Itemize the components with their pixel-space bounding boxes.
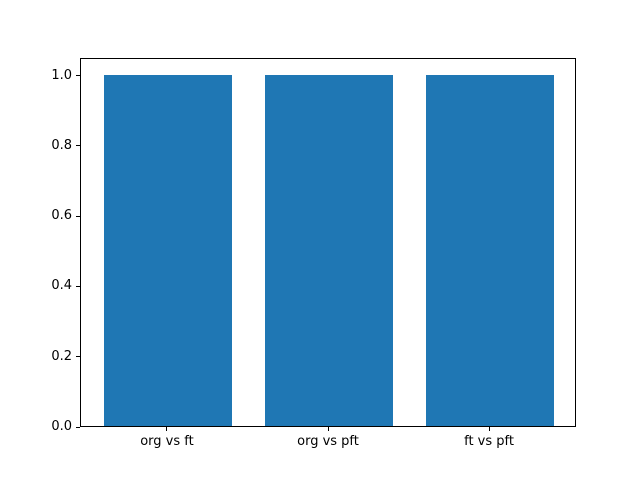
y-tick-label: 1.0 <box>51 67 72 83</box>
y-tick-label: 0.4 <box>51 278 72 294</box>
y-tick-mark <box>76 285 80 287</box>
y-tick-label: 0.0 <box>51 419 72 434</box>
bar-ft-vs-pft <box>425 74 555 426</box>
x-tick-mark <box>327 427 329 431</box>
plot-area <box>80 58 576 427</box>
x-tick-label: ft vs pft <box>464 434 514 449</box>
x-tick-label: org vs pft <box>297 434 359 449</box>
y-tick-mark <box>76 75 80 77</box>
x-tick-mark <box>488 427 490 431</box>
bar-org-vs-ft <box>103 74 233 426</box>
x-tick-label: org vs ft <box>140 434 194 449</box>
y-tick-mark <box>76 426 80 428</box>
x-tick-mark <box>166 427 168 431</box>
y-tick-mark <box>76 145 80 147</box>
y-tick-mark <box>76 356 80 358</box>
bar-org-vs-pft <box>264 74 394 426</box>
y-tick-label: 0.8 <box>51 137 72 153</box>
y-tick-label: 0.2 <box>51 348 72 364</box>
y-tick-label: 0.6 <box>51 208 72 224</box>
y-tick-mark <box>76 215 80 217</box>
